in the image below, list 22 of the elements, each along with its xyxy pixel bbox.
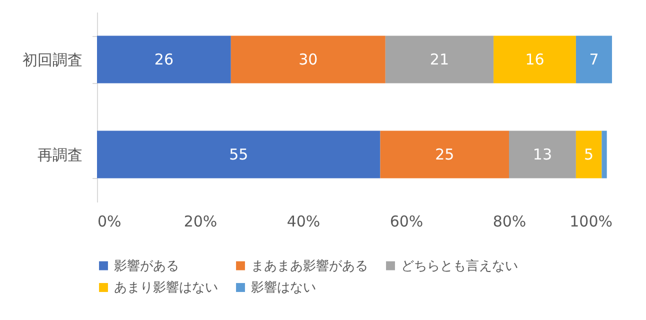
legend-label: まあまあ影響がある xyxy=(251,258,368,274)
legend-label: 影響はない xyxy=(251,280,316,296)
y-tick-label: 再調査 xyxy=(38,146,82,164)
data-label: 21 xyxy=(430,50,450,68)
data-label: 7 xyxy=(589,50,599,68)
data-label: 5 xyxy=(584,146,594,164)
x-tick-label: 100% xyxy=(570,212,612,230)
legend-label: 影響がある xyxy=(114,258,179,274)
x-tick-label: 40% xyxy=(286,212,320,230)
data-label: 55 xyxy=(229,146,248,164)
data-label: 26 xyxy=(154,50,174,68)
data-label: 13 xyxy=(532,146,552,164)
y-tick-label: 初回調査 xyxy=(22,51,82,69)
x-tick-label: 20% xyxy=(184,212,218,230)
x-tick-label: 0% xyxy=(98,212,122,230)
x-tick-label: 60% xyxy=(390,212,424,230)
legend-label: あまり影響はない xyxy=(114,280,218,296)
data-label: 16 xyxy=(525,50,544,68)
data-label: 25 xyxy=(435,146,454,164)
legend-label: どちらとも言えない xyxy=(401,258,518,274)
x-tick-label: 80% xyxy=(492,212,526,230)
data-label: 30 xyxy=(298,50,318,68)
